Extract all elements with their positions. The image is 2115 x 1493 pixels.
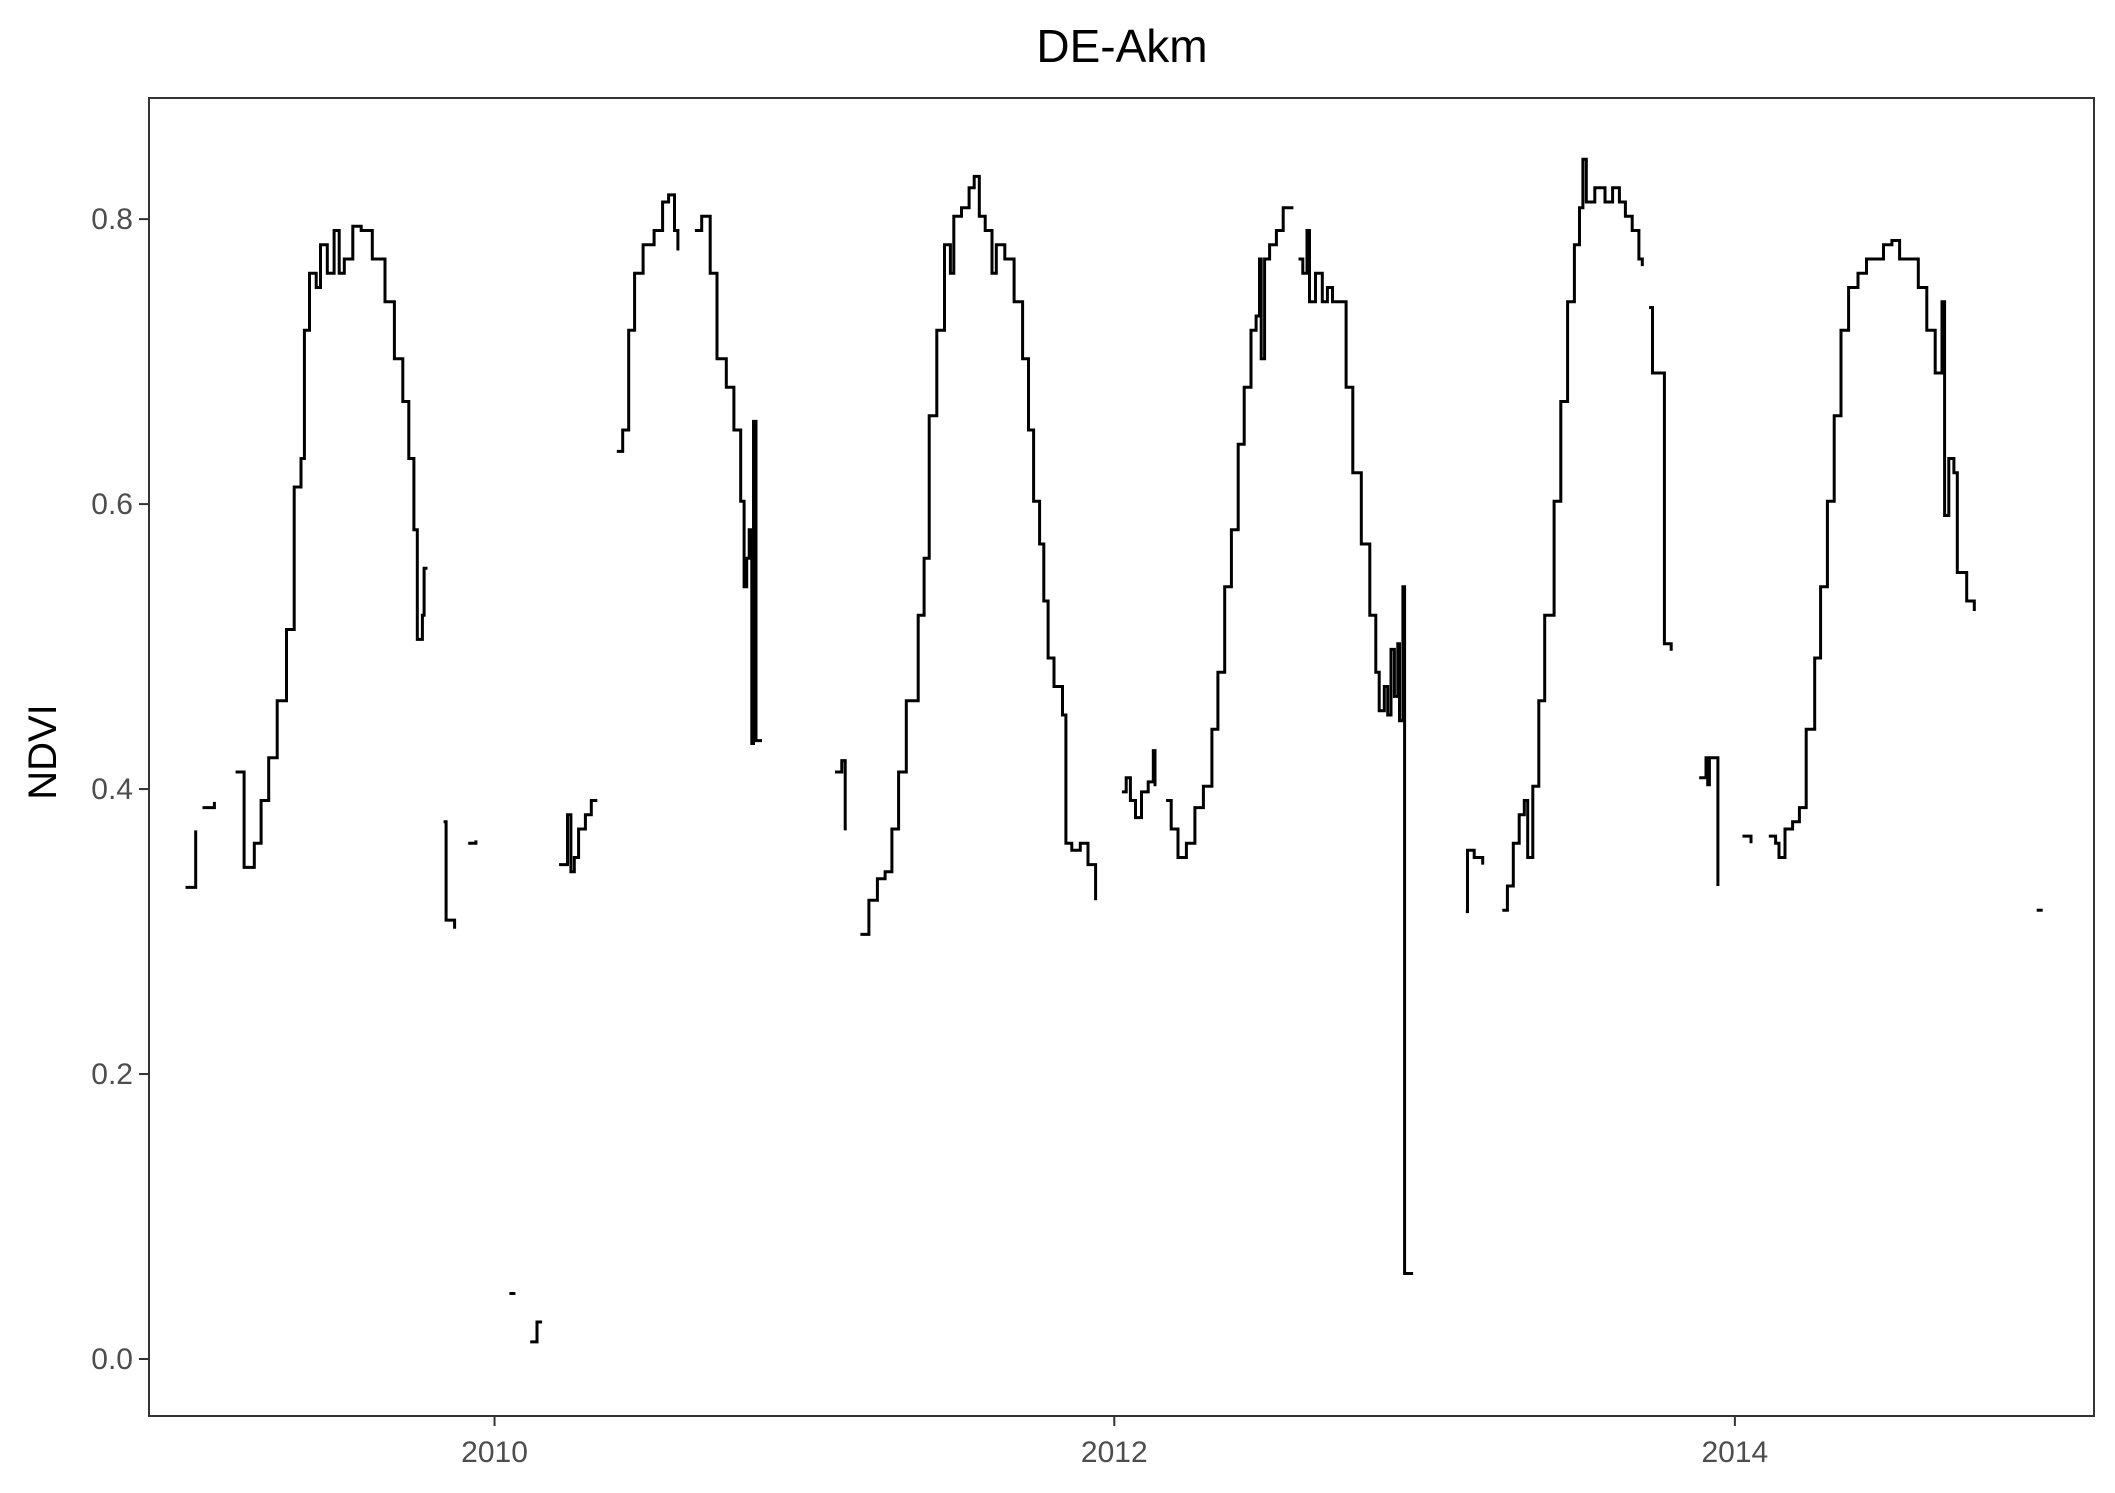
x-tick-label: 2012 — [1081, 1436, 1148, 1469]
y-tick-label: 0.6 — [91, 488, 133, 521]
axis-layer: 0.0 0.2 0.4 0.6 0.8 2010 2012 2014 — [91, 203, 1768, 1469]
ndvi-line-segment — [185, 830, 198, 889]
y-tick-label: 0.2 — [91, 1058, 133, 1091]
ndvi-line-segment — [559, 799, 598, 874]
x-tick-label: 2014 — [1702, 1436, 1769, 1469]
ndvi-line-segment — [1166, 206, 1294, 859]
ndvi-line-segment — [235, 224, 428, 869]
ndvi-line-segment — [1502, 157, 1644, 912]
ndvi-line-segment — [202, 801, 216, 810]
ndvi-line-segment — [1649, 306, 1673, 651]
ndvi-line-segment — [1699, 756, 1720, 886]
x-tick-label: 2010 — [461, 1436, 528, 1469]
ndvi-line-segment — [694, 214, 762, 745]
y-axis-label: NDVI — [21, 704, 65, 800]
ndvi-line-segment — [530, 1320, 543, 1344]
ndvi-line-segment — [616, 193, 680, 453]
ndvi-line-segment — [1465, 848, 1485, 914]
y-tick-label: 0.4 — [91, 773, 133, 806]
chart-title: DE-Akm — [1036, 20, 1207, 72]
ndvi-line-segment — [1768, 239, 1976, 859]
ndvi-line-segment — [1298, 229, 1414, 1275]
y-tick-label: 0.0 — [91, 1343, 133, 1376]
ndvi-line-segment — [443, 820, 457, 929]
ndvi-line-segment — [860, 174, 1098, 936]
ndvi-line-segment — [835, 759, 847, 831]
series-layer — [185, 157, 2043, 1344]
plot-panel-border — [148, 97, 2095, 1417]
ndvi-line-segment — [1121, 749, 1157, 820]
y-tick-label: 0.8 — [91, 203, 133, 236]
ndvi-line-segment — [468, 840, 478, 845]
ndvi-line-segment — [1742, 834, 1753, 844]
